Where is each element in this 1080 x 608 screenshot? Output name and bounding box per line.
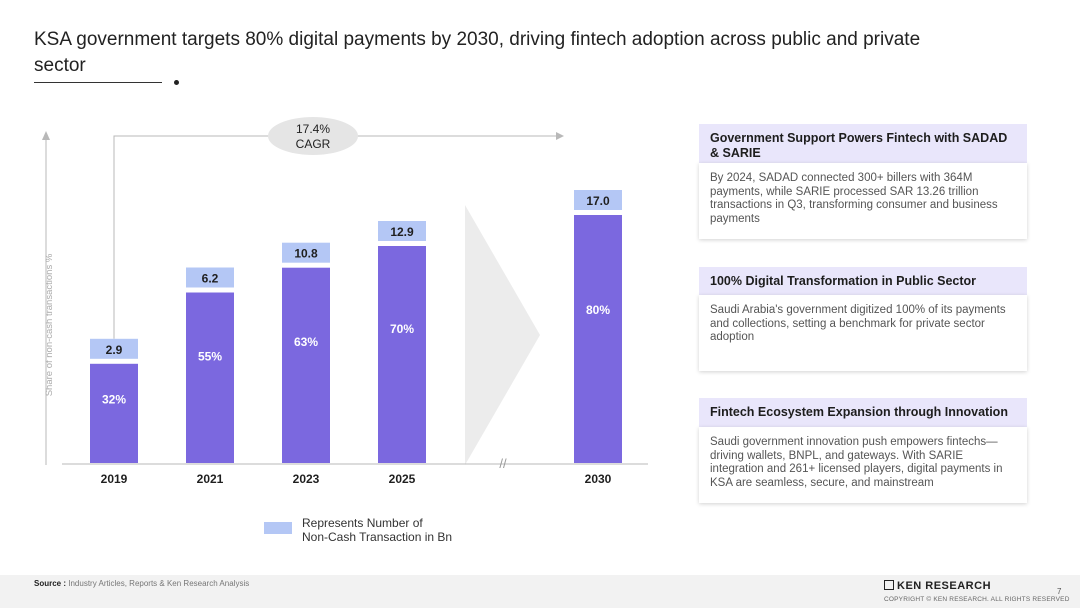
x-tick-label-2021: 2021	[197, 472, 224, 486]
panel-heading-government-support: Government Support Powers Fintech with S…	[699, 124, 1027, 168]
transaction-value-2025: 12.9	[390, 225, 414, 239]
brand-name: KEN RESEARCH	[897, 580, 991, 592]
source-note: Source : Industry Articles, Reports & Ke…	[34, 579, 249, 588]
ken-logo-icon	[884, 580, 894, 590]
bar-2030	[574, 215, 622, 463]
transaction-value-2023: 10.8	[294, 247, 318, 261]
title-dot	[174, 80, 179, 85]
bar-2021	[186, 293, 234, 464]
x-tick-label-2023: 2023	[293, 472, 320, 486]
y-axis-arrowhead	[42, 131, 50, 140]
bar-value-label-2025: 70%	[390, 322, 414, 336]
bar-2025	[378, 246, 426, 463]
x-tick-label-2019: 2019	[101, 472, 128, 486]
panel-body-ecosystem-expansion: Saudi government innovation push empower…	[699, 427, 1027, 503]
legend-label-line1: Represents Number of	[302, 516, 472, 530]
legend-swatch	[264, 522, 292, 534]
bar-value-label-2030: 80%	[586, 303, 610, 317]
panel-body-digital-transformation: Saudi Arabia's government digitized 100%…	[699, 295, 1027, 371]
axis-break-symbol: //	[499, 456, 507, 471]
transition-chevron-shape	[465, 205, 540, 465]
bar-2023	[282, 268, 330, 463]
panel-body-government-support: By 2024, SADAD connected 300+ billers wi…	[699, 163, 1027, 239]
copyright-text: COPYRIGHT © KEN RESEARCH. ALL RIGHTS RES…	[884, 596, 1070, 603]
y-axis-title: Share of non-cash transactions %	[44, 253, 55, 396]
transaction-value-2019: 2.9	[106, 343, 123, 357]
bar-value-label-2021: 55%	[198, 350, 222, 364]
page-number: 7	[1057, 587, 1061, 596]
slide-title: KSA government targets 80% digital payme…	[34, 27, 934, 79]
cagr-arrowhead	[556, 132, 564, 140]
legend-label: Represents Number of Non-Cash Transactio…	[302, 516, 472, 544]
legend-label-line2: Non-Cash Transaction in Bn	[302, 530, 472, 544]
bar-value-label-2023: 63%	[294, 335, 318, 349]
transaction-value-2021: 6.2	[202, 272, 219, 286]
bar-value-label-2019: 32%	[102, 392, 126, 406]
source-text: Industry Articles, Reports & Ken Researc…	[68, 579, 249, 588]
panel-heading-digital-transformation: 100% Digital Transformation in Public Se…	[699, 267, 1027, 296]
x-tick-label-2025: 2025	[389, 472, 416, 486]
bar-2019	[90, 364, 138, 463]
panel-heading-ecosystem-expansion: Fintech Ecosystem Expansion through Inno…	[699, 398, 1027, 427]
cagr-value-label: 17.4%	[296, 122, 330, 136]
brand-logo: KEN RESEARCH	[884, 580, 991, 592]
source-label: Source :	[34, 579, 66, 588]
bar-chart: // Share of non-cash transactions % 17.4%C…	[0, 100, 680, 495]
x-tick-label-2030: 2030	[585, 472, 612, 486]
transaction-value-2030: 17.0	[586, 194, 610, 208]
title-underline	[34, 82, 162, 83]
cagr-text-label: CAGR	[296, 137, 331, 151]
